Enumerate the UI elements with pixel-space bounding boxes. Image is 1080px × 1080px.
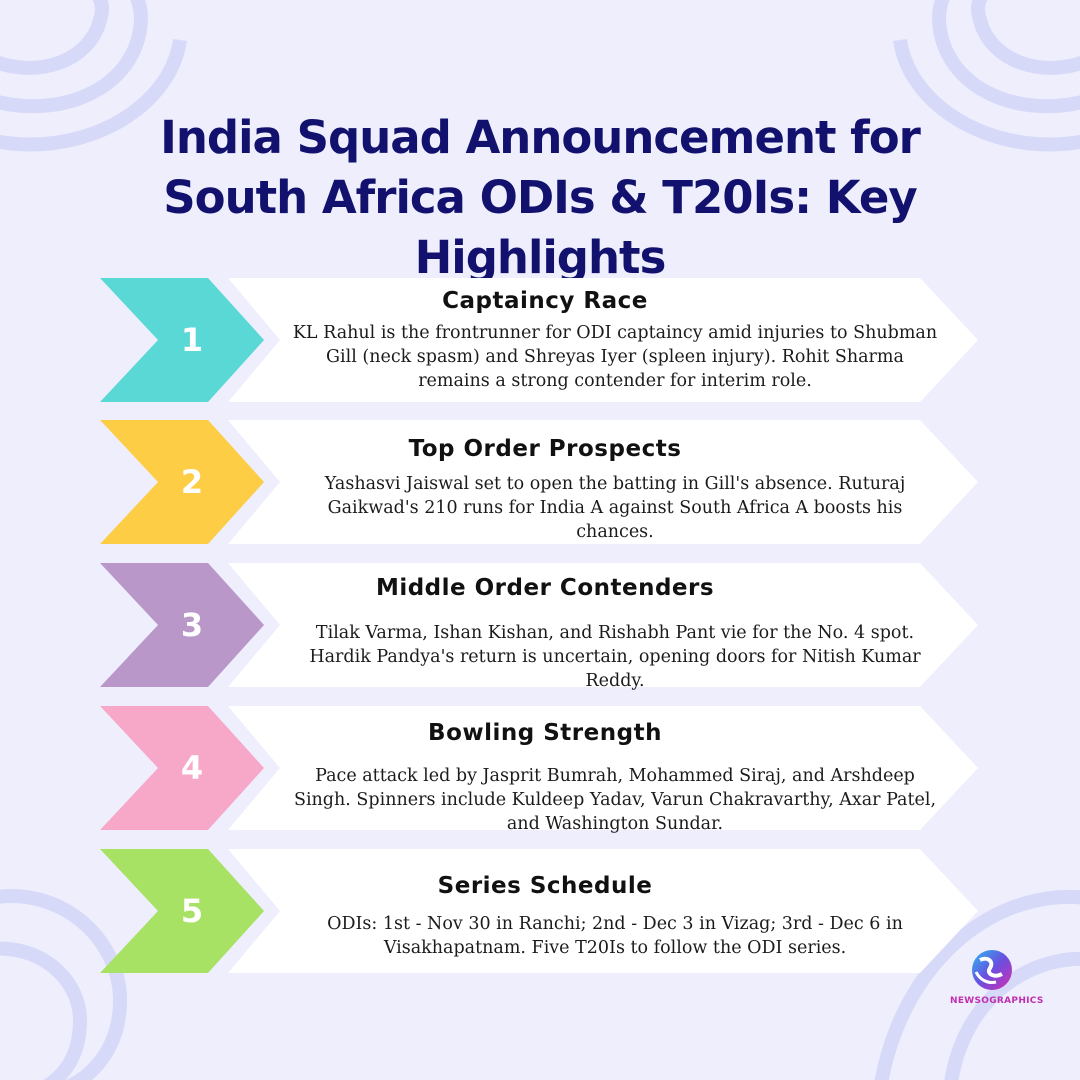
item-heading: Series Schedule	[437, 873, 653, 899]
item-number: 2	[180, 463, 204, 501]
highlight-card-5: 5 Series Schedule ODIs: 1st - Nov 30 in …	[100, 849, 980, 973]
chevron-2	[100, 420, 264, 544]
chevron-4	[100, 706, 264, 830]
globe-logo-icon	[972, 950, 1012, 990]
chevron-5	[100, 849, 264, 973]
item-text: Tilak Varma, Ishan Kishan, and Rishabh P…	[309, 623, 921, 691]
item-heading: Captaincy Race	[442, 288, 648, 314]
item-number: 5	[180, 892, 204, 930]
item-heading: Top Order Prospects	[408, 436, 682, 462]
item-text: Yashasvi Jaiswal set to open the batting…	[324, 474, 906, 542]
item-text: KL Rahul is the frontrunner for ODI capt…	[292, 323, 938, 391]
page-title: India Squad Announcement for South Afric…	[160, 111, 921, 284]
card-shape	[100, 563, 978, 687]
item-number: 3	[180, 606, 204, 644]
chevron-3	[100, 563, 264, 687]
item-number: 4	[180, 749, 204, 787]
chevron-1	[100, 278, 264, 402]
item-heading: Bowling Strength	[428, 720, 662, 746]
card-shape	[100, 849, 978, 973]
logo-text: NEWSOGRAPHICS	[950, 996, 1044, 1006]
highlight-card-4: 4 Bowling Strength Pace attack led by Ja…	[100, 706, 980, 834]
highlight-card-3: 3 Middle Order Contenders Tilak Varma, I…	[100, 563, 980, 691]
card-shape	[100, 278, 978, 402]
item-text: ODIs: 1st - Nov 30 in Ranchi; 2nd - Dec …	[327, 914, 903, 958]
card-shape	[100, 420, 978, 544]
card-shape	[100, 706, 978, 830]
item-number: 1	[180, 321, 204, 359]
highlight-card-2: 2 Top Order Prospects Yashasvi Jaiswal s…	[100, 420, 980, 544]
highlight-card-1: 1 Captaincy Race KL Rahul is the frontru…	[100, 278, 980, 402]
item-heading: Middle Order Contenders	[375, 575, 715, 601]
item-text: Pace attack led by Jasprit Bumrah, Moham…	[293, 766, 937, 834]
